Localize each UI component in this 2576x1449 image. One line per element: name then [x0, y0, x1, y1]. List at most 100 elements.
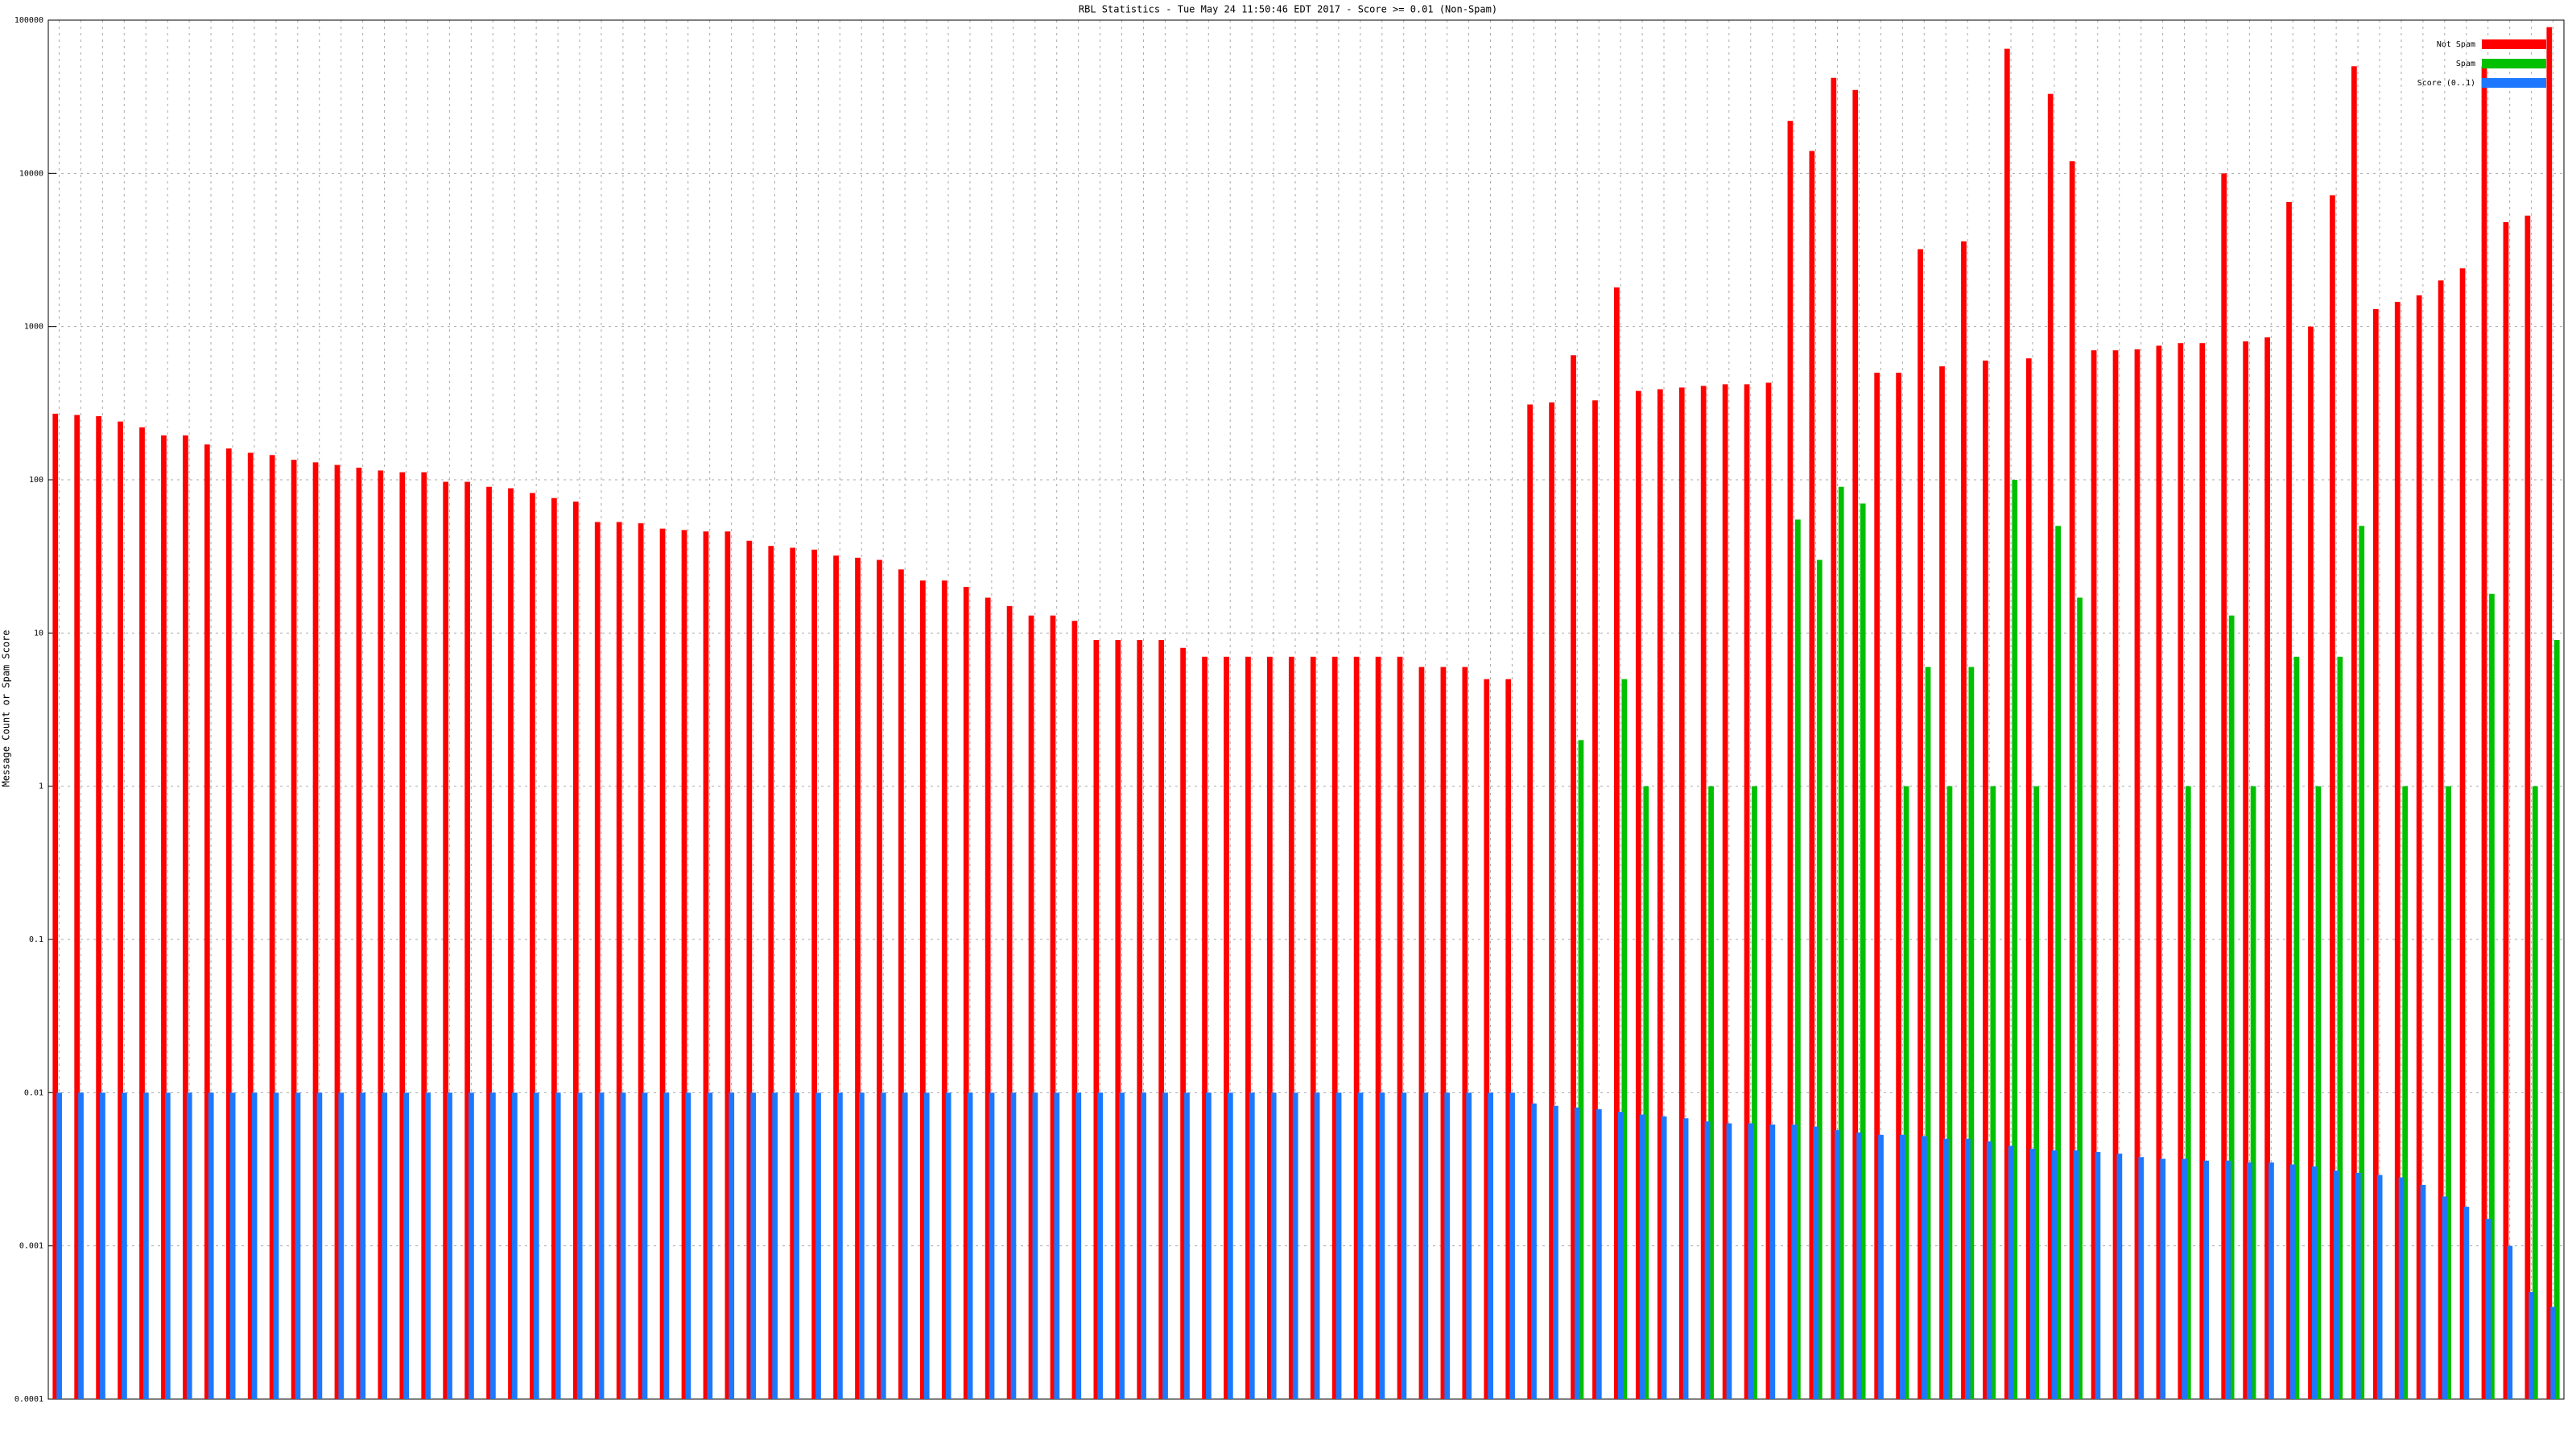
bar [1708, 786, 1714, 1399]
bar [620, 1092, 626, 1399]
bar [1440, 667, 1447, 1399]
bar [919, 580, 926, 1399]
bar [1314, 1092, 1320, 1399]
plot-border [47, 19, 2565, 1400]
bar [2008, 1146, 2014, 1399]
bar [360, 1092, 366, 1399]
y-axis-label: Message Count or Spam Score [1, 630, 12, 786]
bar [1462, 667, 1468, 1399]
bar [1918, 249, 1923, 1399]
bar [56, 1092, 62, 1399]
bar [989, 1092, 995, 1399]
bar [794, 1092, 799, 1399]
bar [1158, 640, 1165, 1399]
bar [2376, 1174, 2383, 1399]
bar [2330, 195, 2335, 1400]
bar [2178, 343, 2184, 1400]
bar [594, 522, 601, 1399]
bar [572, 502, 579, 1400]
bar [421, 472, 427, 1400]
bar [551, 497, 557, 1400]
bar [1028, 615, 1034, 1399]
bar [1700, 386, 1707, 1399]
bar [74, 415, 80, 1400]
bar [469, 1092, 474, 1399]
bar [642, 1092, 648, 1399]
bar [2073, 1150, 2079, 1399]
bar [1571, 355, 1576, 1399]
bar [1961, 241, 1967, 1400]
bar [1922, 1136, 1927, 1399]
bar [1184, 1092, 1190, 1399]
chart-title: RBL Statistics - Tue May 24 11:50:46 EDT… [1079, 4, 1497, 15]
bar [161, 435, 167, 1399]
bar [576, 1092, 583, 1399]
legend-swatch [2482, 59, 2546, 68]
bar [1288, 656, 1294, 1399]
bar [833, 555, 839, 1399]
bar [1900, 1134, 1905, 1399]
bar [1353, 656, 1360, 1399]
bar [2524, 215, 2531, 1399]
bar [855, 557, 861, 1400]
y-tick-label: 0.01 [24, 1088, 43, 1097]
bar [229, 1092, 236, 1399]
bar [2442, 1196, 2448, 1399]
bar [724, 531, 731, 1399]
bar [100, 1092, 105, 1399]
bar [2485, 1219, 2491, 1399]
bar [1444, 1092, 1451, 1399]
bar [382, 1092, 388, 1399]
bar [1722, 384, 1728, 1399]
bar [2025, 358, 2032, 1400]
bar [1596, 1108, 1602, 1399]
bar [425, 1092, 431, 1399]
bar [1357, 1092, 1364, 1399]
legend-swatch [2482, 78, 2546, 88]
bar [1227, 1092, 1233, 1399]
bar [1050, 615, 1056, 1399]
bar [1874, 372, 1880, 1400]
bar [555, 1092, 561, 1399]
bar [2372, 308, 2379, 1399]
bar [1856, 1132, 1862, 1399]
bar [78, 1092, 84, 1399]
bar [2308, 326, 2314, 1400]
bar [2243, 341, 2249, 1400]
bar [837, 1092, 843, 1399]
bar [880, 1092, 886, 1399]
bar [1752, 786, 1757, 1399]
bar [1983, 360, 1988, 1400]
bar [490, 1092, 496, 1399]
bar [1925, 667, 1931, 1399]
y-tick-label: 1000 [24, 323, 43, 332]
y-tick-label: 0.0001 [14, 1395, 43, 1404]
bar [2268, 1162, 2274, 1399]
legend-label: Spam [2456, 60, 2475, 68]
bar [659, 528, 666, 1399]
bar [464, 481, 470, 1399]
bar [729, 1092, 735, 1399]
bar [2156, 345, 2162, 1400]
bar [1180, 647, 1186, 1399]
bar [2182, 1158, 2188, 1399]
bar [1505, 679, 1512, 1399]
bar [1809, 151, 1815, 1400]
bar [1592, 400, 1598, 1399]
y-tick-label: 10 [34, 629, 43, 638]
bar [750, 1092, 757, 1399]
bar [1794, 519, 1801, 1399]
bar [2546, 27, 2553, 1399]
bar [312, 462, 319, 1400]
bar [511, 1092, 518, 1399]
bar [1418, 667, 1425, 1399]
bar [2095, 1152, 2101, 1399]
bar [1986, 1141, 1992, 1399]
bar [2446, 786, 2451, 1399]
bar [1509, 1092, 1515, 1399]
bar [1093, 640, 1100, 1399]
bar [1141, 1092, 1146, 1399]
legend-label: Score (0..1) [2417, 79, 2475, 88]
bar [598, 1092, 605, 1399]
bar [1397, 656, 1403, 1399]
